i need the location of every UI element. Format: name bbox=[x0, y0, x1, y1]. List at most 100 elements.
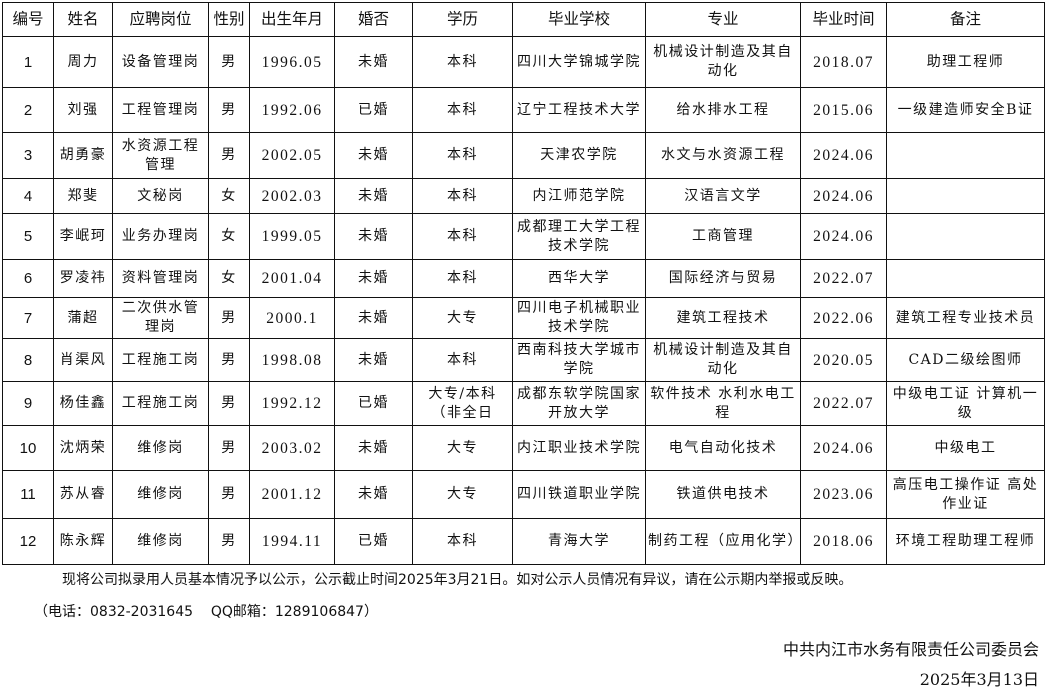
cell-name: 李岷珂 bbox=[53, 213, 113, 260]
cell-major: 电气自动化技术 bbox=[645, 425, 801, 471]
cell-position: 维修岗 bbox=[112, 518, 209, 565]
cell-gender: 男 bbox=[208, 470, 250, 519]
cell-school: 辽宁工程技术大学 bbox=[512, 87, 646, 133]
header-row: 编号 姓名 应聘岗位 性别 出生年月 婚否 学历 毕业学校 专业 毕业时间 备注 bbox=[2, 2, 1045, 37]
cell-education: 本科 bbox=[412, 132, 513, 179]
candidates-table: 编号 姓名 应聘岗位 性别 出生年月 婚否 学历 毕业学校 专业 毕业时间 备注 1 周力 设备管理岗男… bbox=[2, 2, 1045, 565]
cell-remarks bbox=[886, 178, 1045, 214]
cell-no: 8 bbox=[2, 338, 54, 382]
cell-birth: 1998.08 bbox=[249, 338, 335, 382]
table-row: 5 李岷珂 业务办理岗女 1999.05 未婚 本科 成都理工大学工程技术学院 工商管理 202… bbox=[2, 213, 1045, 260]
cell-school: 内江师范学院 bbox=[512, 178, 646, 214]
header-remarks: 备注 bbox=[886, 2, 1045, 37]
contact-info: （电话：0832-2031645 QQ邮箱：1289106847） bbox=[34, 604, 378, 620]
cell-school: 西南科技大学城市学院 bbox=[512, 338, 646, 382]
cell-graduation: 2022.07 bbox=[800, 259, 887, 298]
cell-remarks bbox=[886, 132, 1045, 179]
header-graduation: 毕业时间 bbox=[800, 2, 887, 37]
cell-education: 本科 bbox=[412, 36, 513, 88]
cell-school: 四川铁道职业学院 bbox=[512, 470, 646, 519]
cell-major: 汉语言文学 bbox=[645, 178, 801, 214]
cell-position: 工程施工岗 bbox=[112, 338, 209, 382]
cell-gender: 男 bbox=[208, 338, 250, 382]
cell-major: 建筑工程技术 bbox=[645, 297, 801, 339]
cell-marital: 未婚 bbox=[334, 259, 413, 298]
cell-education: 本科 bbox=[412, 213, 513, 260]
cell-remarks bbox=[886, 259, 1045, 298]
cell-education: 本科 bbox=[412, 518, 513, 565]
cell-marital: 未婚 bbox=[334, 213, 413, 260]
cell-education: 大专/本科（非全日 bbox=[412, 381, 513, 426]
cell-name: 苏从睿 bbox=[53, 470, 113, 519]
header-education: 学历 bbox=[412, 2, 513, 37]
cell-major: 工商管理 bbox=[645, 213, 801, 260]
cell-graduation: 2015.06 bbox=[800, 87, 887, 133]
table-row: 6 罗凌祎 资料管理岗女 2001.04 未婚 本科 西华大学 国际经济与贸易 2022.07 bbox=[2, 259, 1045, 298]
cell-no: 3 bbox=[2, 132, 54, 179]
cell-school: 成都东软学院国家开放大学 bbox=[512, 381, 646, 426]
cell-birth: 2000.1 bbox=[249, 297, 335, 339]
table-row: 2 刘强 工程管理岗男 1992.06 已婚 本科 辽宁工程技术大学 给水排水工程 2015.0… bbox=[2, 87, 1045, 133]
cell-school: 四川大学锦城学院 bbox=[512, 36, 646, 88]
table-row: 7 蒲超 二次供水管理岗男 2000.1 未婚 大专 四川电子机械职业技术学院 建筑工程技术 2… bbox=[2, 297, 1045, 339]
cell-remarks: 中级电工 bbox=[886, 425, 1045, 471]
cell-position: 维修岗 bbox=[112, 425, 209, 471]
cell-gender: 男 bbox=[208, 518, 250, 565]
header-school: 毕业学校 bbox=[512, 2, 646, 37]
cell-name: 陈永辉 bbox=[53, 518, 113, 565]
cell-name: 肖渠风 bbox=[53, 338, 113, 382]
cell-name: 胡勇豪 bbox=[53, 132, 113, 179]
header-name: 姓名 bbox=[53, 2, 113, 37]
cell-gender: 女 bbox=[208, 178, 250, 214]
cell-remarks: 环境工程助理工程师 bbox=[886, 518, 1045, 565]
cell-no: 11 bbox=[2, 470, 54, 519]
cell-no: 10 bbox=[2, 425, 54, 471]
table-row: 3 胡勇豪 水资源工程管理男 2002.05 未婚 本科 天津农学院 水文与水资源工程 2024… bbox=[2, 132, 1045, 179]
cell-birth: 2003.02 bbox=[249, 425, 335, 471]
cell-school: 四川电子机械职业技术学院 bbox=[512, 297, 646, 339]
cell-no: 2 bbox=[2, 87, 54, 133]
cell-graduation: 2024.06 bbox=[800, 425, 887, 471]
table-row: 1 周力 设备管理岗男 1996.05 未婚 本科 四川大学锦城学院 机械设计制造及其自动化 2… bbox=[2, 36, 1045, 88]
cell-no: 4 bbox=[2, 178, 54, 214]
cell-school: 西华大学 bbox=[512, 259, 646, 298]
cell-gender: 男 bbox=[208, 297, 250, 339]
cell-remarks bbox=[886, 213, 1045, 260]
cell-position: 业务办理岗 bbox=[112, 213, 209, 260]
cell-school: 天津农学院 bbox=[512, 132, 646, 179]
header-no: 编号 bbox=[2, 2, 54, 37]
cell-education: 本科 bbox=[412, 259, 513, 298]
cell-education: 本科 bbox=[412, 87, 513, 133]
cell-birth: 1992.06 bbox=[249, 87, 335, 133]
cell-graduation: 2018.06 bbox=[800, 518, 887, 565]
cell-graduation: 2018.07 bbox=[800, 36, 887, 88]
cell-major: 制药工程（应用化学） bbox=[645, 518, 802, 565]
cell-school: 内江职业技术学院 bbox=[512, 425, 646, 471]
table-row: 8 肖渠风 工程施工岗男 1998.08 未婚 本科 西南科技大学城市学院 机械设计制造及其自… bbox=[2, 338, 1045, 382]
cell-marital: 未婚 bbox=[334, 132, 413, 179]
table-row: 9 杨佳鑫 工程施工岗男 1992.12 已婚 大专/本科（非全日 成都东软学院国家开放大学… bbox=[2, 381, 1045, 426]
cell-remarks: 中级电工证 计算机一级 bbox=[886, 381, 1045, 426]
cell-no: 7 bbox=[2, 297, 54, 339]
signature-date: 2025年3月13日 bbox=[919, 670, 1039, 689]
cell-marital: 未婚 bbox=[334, 338, 413, 382]
table-row: 12 陈永辉 维修岗男 1994.11 已婚 本科 青海大学 制药工程（应用化学） 2018.0… bbox=[2, 518, 1045, 565]
cell-position: 二次供水管理岗 bbox=[112, 297, 209, 339]
cell-position: 设备管理岗 bbox=[112, 36, 209, 88]
cell-graduation: 2024.06 bbox=[800, 213, 887, 260]
cell-birth: 2002.03 bbox=[249, 178, 335, 214]
cell-position: 工程施工岗 bbox=[112, 381, 209, 426]
cell-school: 青海大学 bbox=[512, 518, 646, 565]
cell-gender: 男 bbox=[208, 87, 250, 133]
cell-position: 工程管理岗 bbox=[112, 87, 209, 133]
cell-major: 水文与水资源工程 bbox=[645, 132, 801, 179]
cell-education: 大专 bbox=[412, 425, 513, 471]
cell-education: 大专 bbox=[412, 297, 513, 339]
cell-education: 本科 bbox=[412, 338, 513, 382]
cell-gender: 女 bbox=[208, 213, 250, 260]
cell-birth: 2001.12 bbox=[249, 470, 335, 519]
notice-text: 现将公司拟录用人员基本情况予以公示，公示截止时间2025年3月21日。如对公示人… bbox=[62, 572, 853, 588]
cell-marital: 已婚 bbox=[334, 87, 413, 133]
cell-remarks: 助理工程师 bbox=[886, 36, 1045, 88]
cell-graduation: 2023.06 bbox=[800, 470, 887, 519]
